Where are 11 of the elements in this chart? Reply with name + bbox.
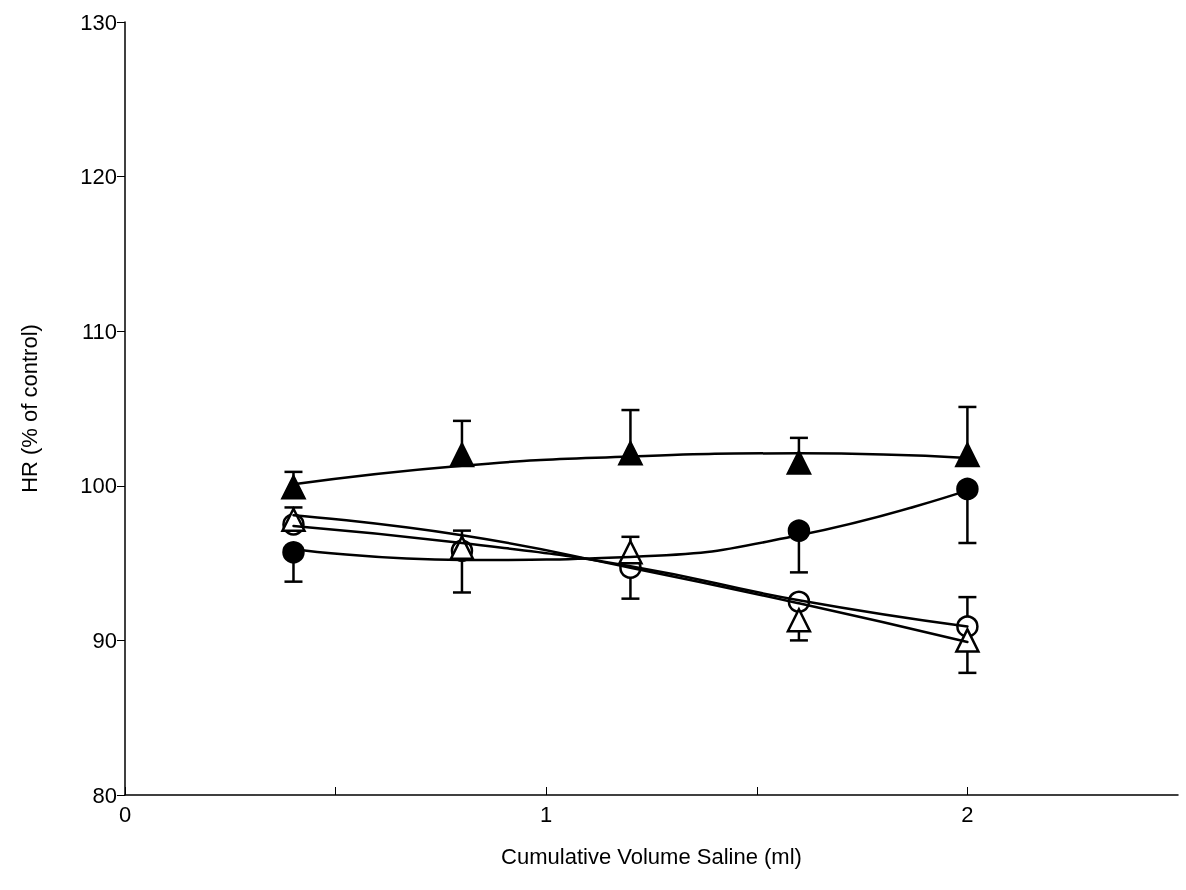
x-tick-label: 0 [118,801,132,827]
y-tick-label: 120 [80,164,117,190]
x-axis-title: Cumulative Volume Saline (ml) [501,843,802,869]
y-axis-title: HR (% of control) [16,324,42,493]
x-tick-label: 1 [540,801,553,827]
y-tick-label: 80 [92,782,117,808]
x-tick-label: 2 [961,801,974,827]
y-tick-label: 90 [92,627,117,653]
y-tick-label: 110 [81,318,117,344]
y-tick-label: 130 [80,9,117,35]
y-tick-label: 100 [80,473,117,499]
